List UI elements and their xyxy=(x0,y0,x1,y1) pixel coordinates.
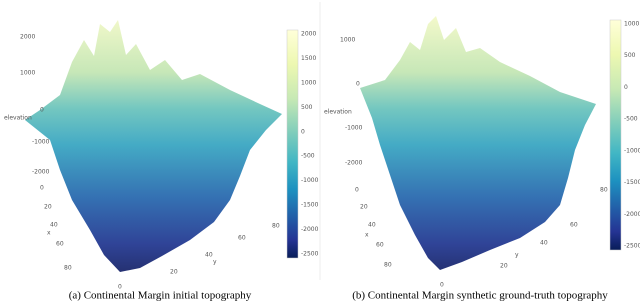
x-axis-label: x xyxy=(365,232,369,239)
y-tick-label: 60 xyxy=(238,235,246,242)
y-axis-label: y xyxy=(515,252,519,259)
x-tick-label: 40 xyxy=(50,222,58,229)
colorbar-tick-label: 1000 xyxy=(624,21,639,28)
z-axis-label: elevation xyxy=(324,109,352,116)
x-tick-label: 20 xyxy=(44,204,52,211)
x-tick-label: 0 xyxy=(355,187,359,194)
x-tick-label: 20 xyxy=(360,204,368,211)
colorbar-tick-label: -2500 xyxy=(301,251,319,258)
y-tick-label: 40 xyxy=(540,240,548,247)
x-tick-label: 60 xyxy=(376,242,384,249)
y-axis-label: y xyxy=(213,259,217,266)
x-tick-label: 40 xyxy=(368,222,376,229)
y-tick-label: 60 xyxy=(570,222,578,229)
z-tick-label: -2000 xyxy=(32,169,50,176)
colorbar-tick-label: -500 xyxy=(624,116,638,123)
colorbar-tick-label: -2500 xyxy=(624,243,640,250)
colorbar-tick-label: 0 xyxy=(301,128,305,135)
x-tick-label: 80 xyxy=(64,265,72,272)
colorbar-tick-label: -1000 xyxy=(624,147,640,154)
y-tick-label: 40 xyxy=(205,252,213,259)
x-tick-label: 0 xyxy=(40,185,44,192)
y-tick-label: 80 xyxy=(272,223,280,230)
y-tick-label: 0 xyxy=(440,282,444,289)
colorbar-tick-label: 1000 xyxy=(301,79,316,86)
colorbar-tick-label: 500 xyxy=(301,104,313,111)
colorbar-tick-label: -500 xyxy=(301,153,315,160)
x-tick-label: 60 xyxy=(56,241,64,248)
colorbar-tick-label: -1500 xyxy=(301,202,319,209)
caption: (b) Continental Margin synthetic ground-… xyxy=(352,290,608,302)
z-tick-label: 2000 xyxy=(20,34,35,41)
y-tick-label: 0 xyxy=(118,284,122,291)
y-tick-label: 80 xyxy=(600,187,608,194)
surface xyxy=(25,20,282,272)
colorbar-tick-label: 0 xyxy=(624,84,628,91)
colorbar-tick-label: -1500 xyxy=(624,179,640,186)
z-tick-label: 0 xyxy=(356,81,360,88)
z-tick-label: -2000 xyxy=(345,160,363,167)
colorbar-tick-label: -2000 xyxy=(301,226,319,233)
z-tick-label: 1000 xyxy=(340,37,355,44)
z-tick-label: 0 xyxy=(40,107,44,114)
colorbar xyxy=(609,19,622,251)
y-tick-label: 20 xyxy=(170,269,178,276)
caption: (a) Continental Margin initial topograph… xyxy=(69,290,252,302)
z-tick-label: 1000 xyxy=(20,70,35,77)
z-tick-label: -1000 xyxy=(345,125,363,132)
colorbar-tick-label: -1000 xyxy=(301,177,319,184)
colorbar-tick-label: -2000 xyxy=(624,211,640,218)
x-axis-label: x xyxy=(47,230,51,237)
colorbar-tick-label: 2000 xyxy=(301,31,316,38)
colorbar-tick-label: 500 xyxy=(624,52,636,59)
z-axis-label: elevation xyxy=(4,115,32,122)
x-tick-label: 80 xyxy=(384,262,392,269)
y-tick-label: 20 xyxy=(500,263,508,270)
z-tick-label: -1000 xyxy=(32,139,50,146)
colorbar-tick-label: 1500 xyxy=(301,55,316,62)
colorbar xyxy=(286,29,299,259)
surface xyxy=(360,16,596,270)
